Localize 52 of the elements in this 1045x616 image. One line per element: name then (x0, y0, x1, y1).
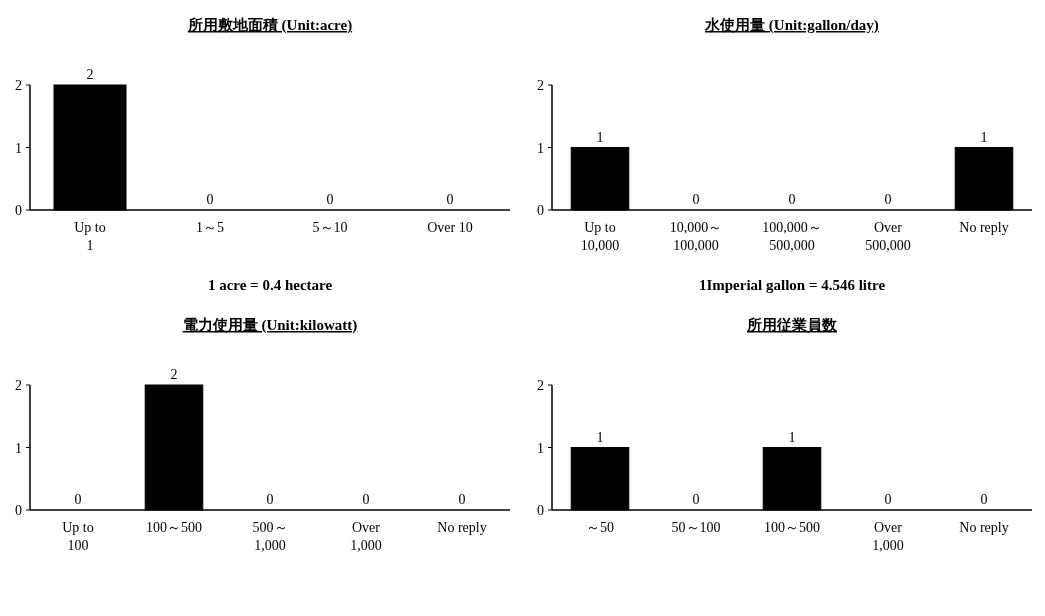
data-label: 1 (596, 429, 604, 445)
x-tick-label: 5～10 (312, 220, 348, 235)
x-tick-label: Up to 10,000 (580, 220, 620, 253)
text: 1 acre = 0.4 hectare (207, 277, 333, 293)
data-label: 0 (446, 192, 454, 207)
x-tick-label: No reply (437, 520, 487, 535)
y-tick-label: 2 (537, 378, 544, 393)
data-label: 0 (266, 492, 274, 507)
data-label: 0 (692, 192, 700, 207)
y-tick-label: 0 (15, 503, 22, 518)
data-label: 2 (170, 367, 178, 382)
data-label: 0 (692, 492, 700, 507)
y-tick-label: 2 (15, 378, 22, 393)
x-tick-label: ～50 (586, 520, 614, 535)
x-tick-label: Up to 1 (74, 220, 106, 253)
x-tick-label: 100,000～ 500,000 (762, 220, 822, 253)
data-label: 0 (206, 192, 214, 207)
x-tick-label: Over 1,000 (350, 520, 382, 553)
data-label: 0 (74, 492, 82, 507)
text: 1Imperial gallon = 4.546 litre (698, 277, 886, 293)
data-label: 0 (884, 192, 892, 207)
data-label: 0 (458, 492, 466, 507)
data-label: 1 (788, 429, 796, 445)
data-label: 0 (980, 492, 988, 507)
y-tick-label: 1 (537, 140, 544, 156)
x-tick-label: Up to 100 (62, 520, 94, 553)
x-tick-label: 10,000～ 100,000 (669, 220, 723, 253)
x-tick-label: No reply (959, 220, 1009, 235)
x-tick-label: 100～500 (146, 520, 202, 535)
data-label: 0 (326, 192, 334, 207)
x-tick-label: 50～100 (671, 520, 721, 535)
x-tick-label: Over 500,000 (865, 220, 911, 253)
x-tick-label: 1～5 (196, 220, 224, 235)
y-tick-label: 2 (15, 78, 22, 93)
data-label: 0 (884, 492, 892, 507)
data-label: 2 (86, 67, 94, 82)
data-label: 0 (788, 192, 796, 207)
data-label: 0 (362, 492, 370, 507)
data-label: 1 (980, 129, 988, 145)
x-tick-label: Over 1,000 (872, 520, 904, 553)
y-tick-label: 1 (15, 140, 22, 156)
y-tick-label: 0 (537, 203, 544, 218)
data-label: 1 (596, 129, 604, 145)
y-tick-label: 0 (15, 203, 22, 218)
x-tick-label: 100～500 (764, 520, 820, 535)
y-tick-label: 1 (537, 440, 544, 456)
y-tick-label: 0 (537, 503, 544, 518)
x-tick-label: Over 10 (427, 220, 473, 235)
x-tick-label: 500～ 1,000 (252, 520, 288, 553)
x-tick-label: No reply (959, 520, 1009, 535)
y-tick-label: 1 (15, 440, 22, 456)
y-tick-label: 2 (537, 78, 544, 93)
